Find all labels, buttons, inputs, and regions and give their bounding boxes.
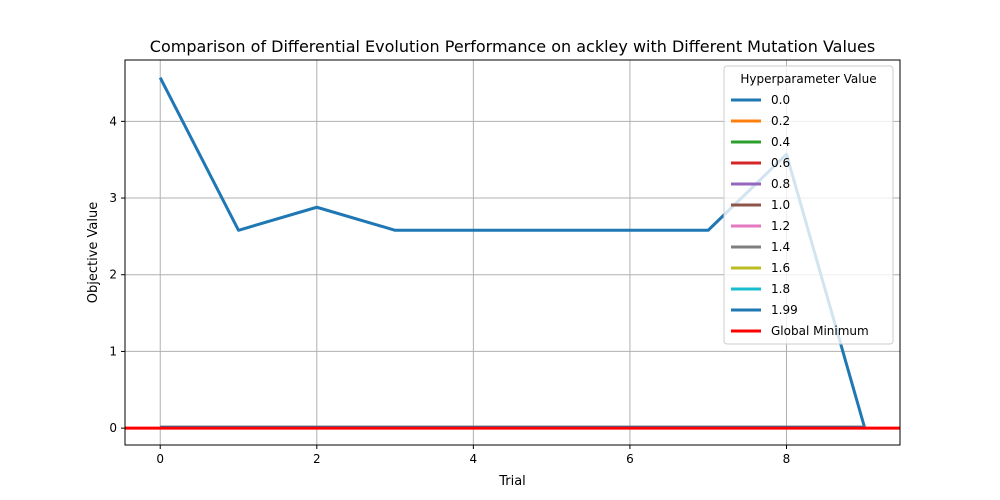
x-tick-label: 4 [470, 452, 478, 466]
legend-label: 0.2 [771, 114, 790, 128]
y-tick-label: 4 [109, 114, 117, 128]
y-tick-label: 0 [109, 421, 117, 435]
y-tick-label: 3 [109, 191, 117, 205]
plot-frame [124, 59, 901, 446]
y-tick-label: 1 [109, 344, 117, 358]
x-tick-label: 6 [626, 452, 634, 466]
legend-label: 0.8 [771, 177, 790, 191]
legend-label: 1.99 [771, 303, 798, 317]
x-tick-label: 0 [156, 452, 164, 466]
chart-title: Comparison of Differential Evolution Per… [150, 37, 875, 56]
legend-title: Hyperparameter Value [740, 72, 876, 86]
x-tick-label: 2 [313, 452, 321, 466]
legend-box [723, 65, 894, 345]
x-axis-label: Trial [498, 474, 526, 489]
legend-label: 1.0 [771, 198, 790, 212]
legend-label: 1.2 [771, 219, 790, 233]
legend-label: 1.8 [771, 282, 790, 296]
legend: Hyperparameter Value 0.0 0.2 0.4 0.6 0.8 1.0 1.… [723, 65, 894, 345]
y-tick-label: 2 [109, 268, 117, 282]
legend-label: 1.4 [771, 240, 790, 254]
legend-label: 1.6 [771, 261, 790, 275]
legend-label: Global Minimum [771, 324, 869, 338]
axis-ticks: 0 2 4 6 8 0 1 2 3 4 [109, 114, 790, 466]
legend-label: 0.6 [771, 156, 790, 170]
legend-label: 0.4 [771, 135, 790, 149]
legend-label: 0.0 [771, 93, 790, 107]
x-tick-label: 8 [783, 452, 791, 466]
y-axis-label: Objective Value [86, 202, 101, 303]
